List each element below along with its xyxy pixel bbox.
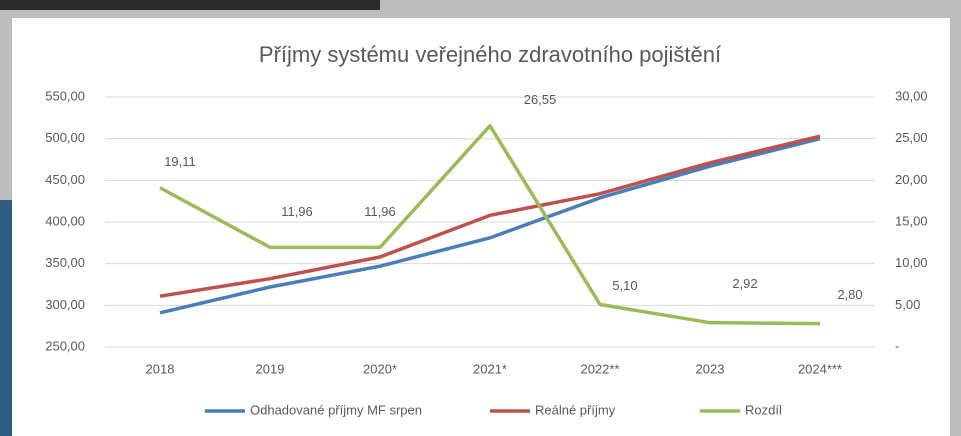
legend-label: Reálné příjmy: [535, 402, 616, 417]
chart-title: Příjmy systému veřejného zdravotního poj…: [259, 42, 721, 67]
legend-label: Rozdíl: [745, 402, 782, 417]
legend-label: Odhadované příjmy MF srpen: [250, 402, 422, 417]
chart-panel: [12, 18, 950, 436]
top-strip: [0, 0, 380, 10]
y2-tick-label: 20,00: [895, 172, 928, 187]
data-label: 2,80: [837, 287, 862, 302]
y-tick-label: 450,00: [45, 172, 85, 187]
data-label: 2,92: [732, 276, 757, 291]
y-tick-label: 400,00: [45, 213, 85, 228]
data-label: 5,10: [612, 278, 637, 293]
x-tick-label: 2021*: [473, 361, 507, 376]
y2-tick-label: 15,00: [895, 213, 928, 228]
series-line: [159, 134, 821, 298]
y-tick-label: 500,00: [45, 130, 85, 145]
y-tick-label: 350,00: [45, 255, 85, 270]
x-tick-label: 2023: [696, 361, 725, 376]
x-tick-label: 2018: [146, 361, 175, 376]
data-label: 26,55: [524, 92, 557, 107]
x-tick-label: 2024***: [798, 361, 842, 376]
y2-tick-label: 10,00: [895, 255, 928, 270]
series-line: [159, 136, 821, 315]
series-line: [159, 124, 821, 326]
x-tick-label: 2019: [256, 361, 285, 376]
y-tick-label: 250,00: [45, 338, 85, 353]
data-label: 11,96: [281, 204, 313, 219]
y2-tick-label: 25,00: [895, 130, 928, 145]
y2-tick-label: 30,00: [895, 88, 928, 103]
x-tick-label: 2022**: [580, 361, 619, 376]
x-tick-label: 2020*: [363, 361, 397, 376]
y-tick-label: 550,00: [45, 88, 85, 103]
side-strip: [0, 200, 12, 436]
data-label: 19,11: [164, 154, 196, 169]
data-label: 11,96: [364, 204, 396, 219]
y-tick-label: 300,00: [45, 297, 85, 312]
y2-tick-label: -: [895, 338, 899, 353]
y2-tick-label: 5,00: [895, 297, 920, 312]
